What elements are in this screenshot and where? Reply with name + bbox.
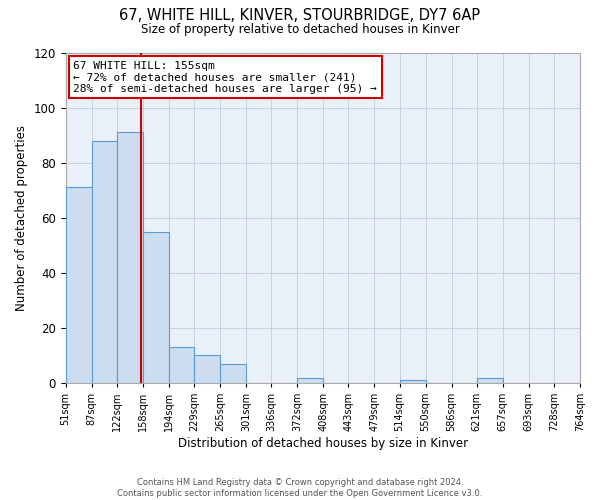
Bar	[92, 140, 117, 383]
Bar	[220, 364, 246, 383]
Text: 67 WHITE HILL: 155sqm
← 72% of detached houses are smaller (241)
28% of semi-det: 67 WHITE HILL: 155sqm ← 72% of detached …	[73, 61, 377, 94]
Y-axis label: Number of detached properties: Number of detached properties	[15, 125, 28, 311]
Bar	[65, 188, 92, 383]
Bar	[297, 378, 323, 383]
Bar	[169, 347, 194, 383]
Bar	[580, 380, 600, 383]
Bar	[477, 378, 503, 383]
X-axis label: Distribution of detached houses by size in Kinver: Distribution of detached houses by size …	[178, 437, 468, 450]
Bar	[143, 232, 169, 383]
Text: 67, WHITE HILL, KINVER, STOURBRIDGE, DY7 6AP: 67, WHITE HILL, KINVER, STOURBRIDGE, DY7…	[119, 8, 481, 22]
Text: Size of property relative to detached houses in Kinver: Size of property relative to detached ho…	[140, 22, 460, 36]
Bar	[117, 132, 143, 383]
Text: Contains HM Land Registry data © Crown copyright and database right 2024.
Contai: Contains HM Land Registry data © Crown c…	[118, 478, 482, 498]
Bar	[194, 356, 220, 383]
Bar	[400, 380, 425, 383]
